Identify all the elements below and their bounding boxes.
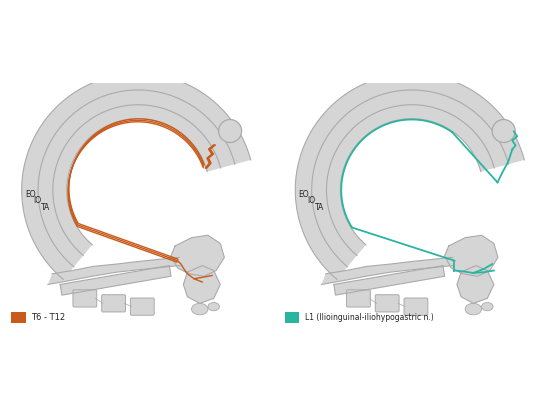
Polygon shape (295, 74, 524, 279)
FancyBboxPatch shape (11, 312, 26, 323)
Circle shape (218, 119, 241, 142)
FancyBboxPatch shape (102, 295, 125, 312)
Text: IO: IO (33, 196, 41, 205)
Text: EO: EO (299, 190, 309, 199)
Text: T6 - T12: T6 - T12 (31, 313, 65, 322)
Ellipse shape (191, 303, 208, 315)
FancyBboxPatch shape (375, 295, 399, 312)
Polygon shape (171, 235, 224, 276)
Polygon shape (444, 235, 498, 276)
Polygon shape (48, 257, 180, 285)
Text: IO: IO (307, 196, 315, 205)
Polygon shape (38, 90, 235, 267)
Polygon shape (183, 266, 220, 303)
Polygon shape (327, 105, 494, 256)
Polygon shape (457, 266, 494, 303)
Ellipse shape (465, 303, 482, 315)
Ellipse shape (208, 303, 219, 311)
Text: L1 (Ilioinguinal-iliohypogastric n.): L1 (Ilioinguinal-iliohypogastric n.) (305, 313, 434, 322)
FancyBboxPatch shape (130, 298, 154, 315)
Polygon shape (322, 257, 454, 285)
FancyBboxPatch shape (346, 290, 370, 307)
Text: TA: TA (41, 203, 51, 212)
Text: EO: EO (25, 190, 36, 199)
Polygon shape (60, 266, 171, 295)
FancyBboxPatch shape (73, 290, 97, 307)
Polygon shape (53, 105, 221, 256)
FancyBboxPatch shape (404, 298, 428, 315)
Ellipse shape (482, 303, 493, 311)
FancyBboxPatch shape (284, 312, 299, 323)
Polygon shape (21, 74, 251, 279)
Polygon shape (312, 90, 509, 267)
Polygon shape (334, 266, 444, 295)
Text: TA: TA (315, 203, 324, 212)
Circle shape (492, 119, 515, 142)
